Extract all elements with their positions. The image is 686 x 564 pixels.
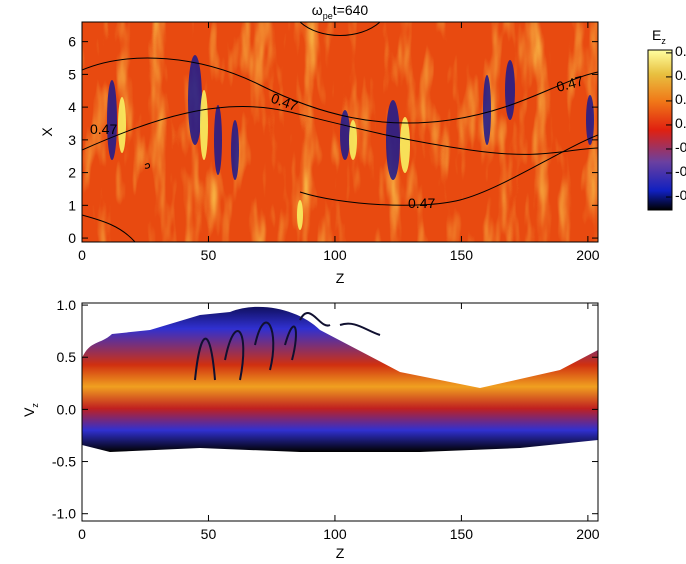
colorbar-label-main: E [652, 27, 661, 43]
y-axis-label: Vz [21, 403, 40, 417]
y-tick-label: 2 [68, 165, 76, 181]
x-tick-label: 200 [576, 526, 600, 542]
y-axis-label: X [39, 127, 55, 137]
y-tick-label: 5 [68, 66, 76, 82]
y-tick-label: -1.0 [52, 506, 76, 522]
title-text: t=640 [333, 2, 369, 18]
contour-label: 0.47 [555, 72, 586, 95]
contour-label: 0.47 [408, 195, 435, 211]
x-tick-label: 100 [323, 526, 347, 542]
colorbar-tick-label: 0.005 [675, 91, 686, 107]
x-tick-label: 150 [450, 526, 474, 542]
x-axis-label: Z [336, 545, 345, 561]
colorbar-tick-label: 0.000 [675, 115, 686, 131]
phase-space-panel: Z Vz 0 50 100 150 200 -1.0 -0.5 0.0 0.5 1.0 [21, 297, 600, 561]
contour [82, 57, 598, 124]
y-tick-label: 1 [68, 197, 76, 213]
y-label-main: V [21, 407, 37, 417]
colorbar [647, 49, 673, 211]
y-tick-label: 1.0 [57, 297, 77, 313]
contour [82, 214, 136, 242]
contour [144, 163, 150, 169]
density-band [82, 306, 598, 452]
colorbar-tick-label: -0.010 [675, 163, 686, 179]
title-symbol: ω [312, 2, 323, 18]
contour [82, 106, 598, 155]
y-tick-label: 4 [68, 99, 76, 115]
y-tick-label: 0 [68, 230, 76, 246]
chart-title: ωpet=640 [312, 2, 369, 21]
y-tick-label: 3 [68, 132, 76, 148]
x-tick-label: 0 [78, 526, 86, 542]
contour [299, 22, 381, 36]
x-tick-label: 200 [576, 247, 600, 263]
y-tick-label: 0.0 [57, 401, 77, 417]
y-tick-label: -0.5 [52, 454, 76, 470]
colorbar-tick-label: -0.005 [675, 139, 686, 155]
colorbar-tick-label: 0.010 [675, 67, 686, 83]
heatmap-field [82, 22, 598, 242]
contour-label: 0.47 [90, 121, 117, 137]
colorbar-tick-label: -0.015 [675, 187, 686, 203]
heatmap-panel: 0.47 0.47 0.47 0.47 ωpet=640 Z X Ez 0 50 1… [39, 2, 686, 286]
x-tick-label: 50 [201, 526, 217, 542]
plot-frame [81, 21, 599, 243]
x-tick-label: 50 [201, 247, 217, 263]
contour [299, 134, 598, 206]
x-axis-label: Z [336, 270, 345, 286]
density-tendrils [194, 312, 381, 381]
colorbar-label-sub: z [661, 36, 666, 46]
y-label-sub: z [30, 403, 40, 408]
y-tick-label: 0.5 [57, 349, 77, 365]
plot-frame [81, 302, 599, 522]
x-tick-label: 0 [78, 247, 86, 263]
y-tick-label: 6 [68, 34, 76, 50]
x-tick-label: 100 [323, 247, 347, 263]
colorbar-tick-label: 0.015 [675, 43, 686, 59]
colorbar-label: Ez [652, 27, 666, 46]
title-subscript: pe [323, 11, 333, 21]
x-tick-label: 150 [450, 247, 474, 263]
